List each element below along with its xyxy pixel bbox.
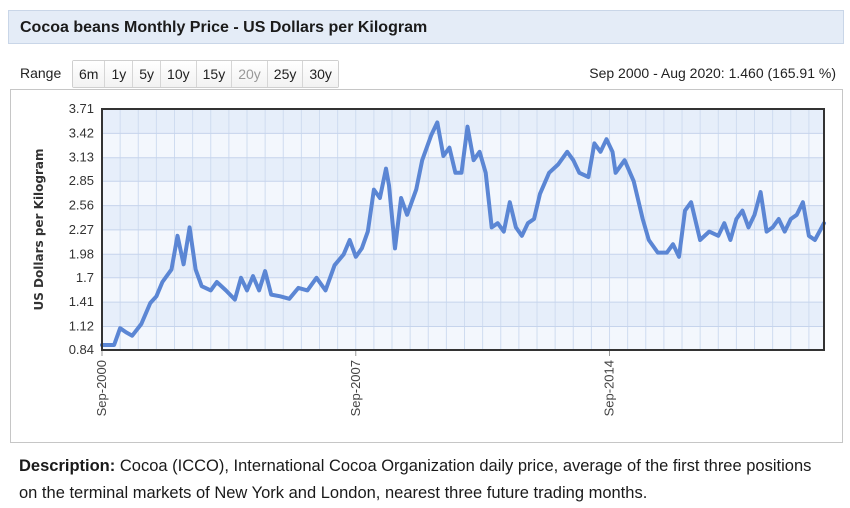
range-button-20y: 20y bbox=[232, 61, 268, 87]
series-line bbox=[100, 120, 826, 347]
range-summary: Sep 2000 - Aug 2020: 1.460 (165.91 %) bbox=[589, 65, 836, 81]
y-tick-label: 2.85 bbox=[69, 173, 94, 188]
description: Description: Cocoa (ICCO), International… bbox=[19, 453, 834, 507]
range-button-30y[interactable]: 30y bbox=[303, 61, 338, 87]
plot-band bbox=[102, 109, 824, 134]
price-line-chart: 0.84 1.12 1.41 1.7 1.98 2.27 2.56 2.85 3.13 3.42 3… bbox=[32, 101, 826, 416]
y-tick-label: 3.13 bbox=[69, 150, 94, 165]
x-tick-label: Sep-2007 bbox=[348, 360, 363, 416]
description-text: Cocoa (ICCO), International Cocoa Organi… bbox=[19, 457, 812, 502]
plot-band bbox=[102, 302, 824, 327]
y-axis-label: US Dollars per Kilogram bbox=[32, 148, 46, 310]
plot-border bbox=[101, 108, 825, 351]
plot-band bbox=[102, 205, 824, 230]
x-tick-label: Sep-2014 bbox=[602, 360, 617, 416]
y-tick-label: 0.84 bbox=[69, 342, 94, 357]
y-tick-label: 3.71 bbox=[69, 101, 94, 116]
range-label: Range bbox=[20, 65, 62, 81]
y-tick-label: 1.41 bbox=[69, 294, 94, 309]
chart-header: Cocoa beans Monthly Price - US Dollars p… bbox=[8, 10, 844, 44]
range-button-10y[interactable]: 10y bbox=[161, 61, 197, 87]
chart-container: 0.84 1.12 1.41 1.7 1.98 2.27 2.56 2.85 3.13 3.42 3… bbox=[10, 89, 843, 443]
y-tick-label: 2.27 bbox=[69, 222, 94, 237]
range-button-25y[interactable]: 25y bbox=[267, 61, 304, 87]
range-button-15y[interactable]: 15y bbox=[196, 61, 233, 87]
plot-band bbox=[102, 254, 824, 278]
page-title: Cocoa beans Monthly Price - US Dollars p… bbox=[20, 19, 428, 36]
description-label: Description: bbox=[19, 457, 116, 475]
y-tick-label: 1.12 bbox=[69, 318, 94, 333]
range-selector: 6m 1y 5y 10y 15y 20y 25y 30y bbox=[72, 60, 339, 88]
y-tick-label: 1.98 bbox=[69, 246, 94, 261]
y-tick-label: 2.56 bbox=[69, 198, 94, 213]
x-tick-label: Sep-2000 bbox=[94, 360, 109, 416]
range-button-6m[interactable]: 6m bbox=[73, 61, 106, 87]
range-button-1y[interactable]: 1y bbox=[105, 61, 134, 87]
y-tick-label: 1.7 bbox=[76, 270, 94, 285]
range-button-5y[interactable]: 5y bbox=[133, 61, 162, 87]
y-tick-label: 3.42 bbox=[69, 125, 94, 140]
